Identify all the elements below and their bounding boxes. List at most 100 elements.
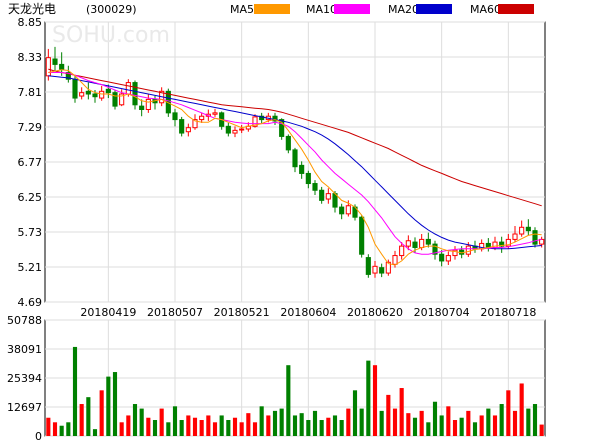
candle-body	[105, 88, 111, 94]
volume-tick-label: 0	[35, 430, 42, 440]
price-y-ticks: 8.85 8.33 7.81 7.29 6.77 6.25 5.73 5.21 4.69	[18, 16, 43, 309]
candle-body	[292, 149, 298, 168]
candle-body	[432, 243, 438, 255]
candle-body	[465, 245, 471, 255]
volume-bar	[59, 425, 64, 436]
candle-body	[139, 105, 145, 110]
candle-body	[299, 164, 305, 174]
legend-label-ma5: MA5	[230, 3, 254, 16]
volume-bar	[399, 388, 404, 436]
volume-bar	[326, 417, 331, 436]
candle	[145, 94, 151, 113]
candle	[232, 126, 238, 138]
volume-bar	[466, 410, 471, 436]
candle-body	[172, 112, 178, 121]
candle-body	[312, 183, 318, 191]
volume-bar	[139, 408, 144, 436]
candle	[192, 114, 198, 130]
volume-bar	[52, 422, 58, 436]
volume-bar	[452, 420, 458, 436]
candle	[372, 260, 378, 278]
candle-body	[79, 92, 85, 97]
candle	[239, 124, 245, 134]
volume-bar	[79, 404, 84, 436]
candle-body	[52, 58, 58, 65]
volume-bar	[106, 376, 111, 436]
candle	[499, 236, 505, 253]
candle	[52, 46, 58, 72]
volume-bar	[266, 415, 271, 436]
candle-body	[319, 189, 325, 201]
price-panel: SOHU.com 8.85 8.33 7.81 7.29 6.77 6.25 5.73 5.2…	[18, 16, 546, 319]
ma5-line	[48, 69, 542, 266]
date-tick-label: 20180507	[147, 306, 203, 319]
volume-bar	[366, 360, 371, 436]
candle	[485, 238, 491, 252]
volume-bar	[386, 394, 391, 436]
candle	[365, 254, 371, 278]
candle	[285, 134, 291, 154]
candle	[185, 123, 191, 137]
volume-bar	[346, 408, 351, 436]
candle	[445, 251, 451, 265]
date-tick-label: 20180620	[347, 306, 403, 319]
volume-bars	[46, 346, 544, 436]
candle-body	[252, 116, 258, 127]
volume-bar	[279, 408, 284, 436]
volume-bar	[92, 429, 98, 436]
legend-swatch-ma20	[416, 4, 452, 14]
volume-bar	[206, 415, 211, 436]
candle	[325, 188, 331, 204]
price-tick-label: 8.85	[18, 16, 43, 29]
candle-body	[45, 57, 51, 77]
volume-bar	[432, 401, 438, 436]
candle-body	[419, 238, 425, 248]
volume-bar	[232, 417, 238, 436]
volume-bar	[352, 390, 358, 436]
volume-bar	[299, 413, 304, 436]
candle-body	[232, 129, 238, 134]
volume-bar	[159, 408, 164, 436]
candle	[259, 112, 265, 123]
candle	[225, 122, 231, 137]
candle	[452, 246, 458, 260]
volume-bar	[392, 408, 398, 436]
volume-bar	[486, 408, 491, 436]
watermark: SOHU.com	[52, 23, 170, 48]
candle-body	[425, 238, 431, 245]
volume-bar	[226, 420, 231, 436]
volume-bar	[86, 397, 91, 436]
candle	[319, 186, 325, 204]
volume-tick-label: 25394	[7, 372, 42, 385]
volume-bar	[186, 415, 191, 436]
candle	[339, 203, 345, 220]
candle-body	[392, 255, 398, 265]
candle-body	[185, 127, 191, 133]
volume-tick-label: 38091	[7, 343, 42, 356]
volume-bar	[459, 417, 464, 436]
volume-bar	[332, 415, 338, 436]
candle	[525, 219, 531, 236]
volume-bar	[372, 365, 378, 436]
volume-bar	[306, 420, 311, 436]
volume-bar	[479, 415, 484, 436]
volume-bar	[286, 365, 291, 436]
candle-body	[272, 115, 278, 122]
legend-label-ma60: MA60	[470, 3, 501, 16]
date-x-ticks: 20180419 20180507 20180521 20180604 20180620…	[80, 306, 536, 319]
candle	[79, 87, 85, 100]
volume-bar	[379, 410, 384, 436]
volume-bar	[426, 422, 431, 436]
candle-body	[99, 90, 105, 99]
candle	[139, 99, 145, 117]
candle-body	[305, 172, 311, 185]
volume-bar	[272, 410, 278, 436]
candle-body	[339, 206, 345, 215]
volume-bar	[192, 417, 198, 436]
volume-bar	[152, 420, 158, 436]
candle	[292, 147, 298, 173]
candle-body	[399, 245, 405, 257]
date-tick-label: 20180521	[214, 306, 270, 319]
volume-bar	[166, 422, 171, 436]
volume-tick-label: 12697	[7, 401, 42, 414]
